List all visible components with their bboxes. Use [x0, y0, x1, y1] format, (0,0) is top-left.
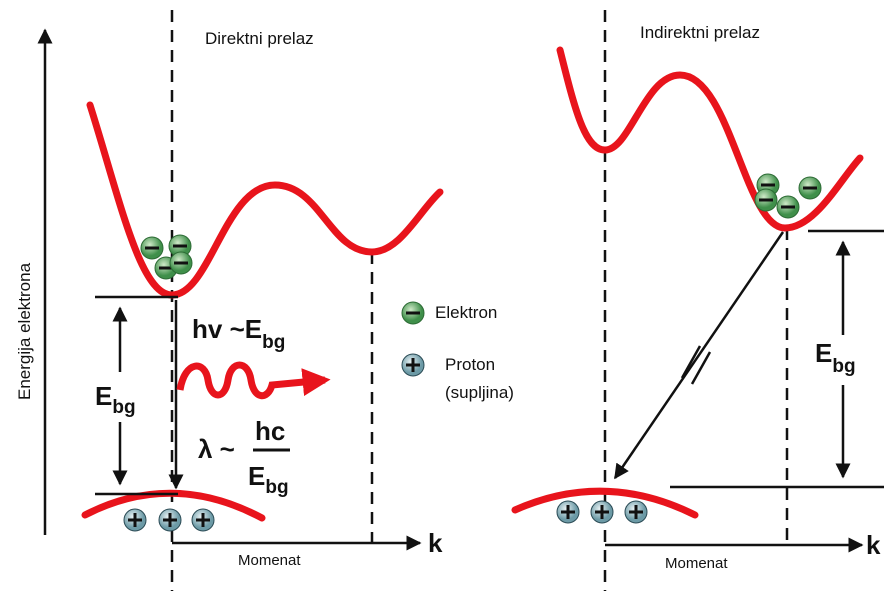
- gap-sub: bg: [832, 356, 855, 377]
- den-main: E: [248, 461, 265, 491]
- photon-label: hv ~Ebg: [192, 314, 285, 353]
- axis-end: k: [866, 530, 881, 560]
- gap-main: E: [815, 338, 832, 368]
- y-axis-label: Energija elektrona: [15, 262, 34, 400]
- left-panel: Energija elektrona Direktni prelaz k Mom…: [15, 10, 444, 591]
- legend-proton-note: (supljina): [445, 383, 514, 402]
- legend: Elektron Proton (supljina): [401, 301, 514, 402]
- wavelength-numerator: hc: [255, 416, 285, 446]
- break-mark: [690, 351, 712, 385]
- gap-sub: bg: [112, 397, 135, 418]
- photon-wave: [176, 361, 331, 400]
- photon-sub: bg: [262, 332, 285, 353]
- break-mark: [680, 345, 702, 379]
- indirect-transition: [613, 231, 785, 480]
- panel-title: Direktni prelaz: [205, 29, 314, 48]
- gap-label: Ebg: [815, 338, 856, 377]
- x-axis-label: Momenat: [665, 555, 728, 572]
- gap-main: E: [95, 381, 112, 411]
- right-panel: Indirektni prelaz k Momenat Ebg: [511, 10, 884, 591]
- panel-title: Indirektni prelaz: [640, 23, 760, 42]
- x-axis-label: Momenat: [238, 552, 301, 569]
- den-sub: bg: [265, 477, 288, 498]
- legend-electron: Elektron: [435, 303, 497, 322]
- photon-main: hv ~E: [192, 314, 262, 344]
- axis-end: k: [428, 528, 443, 558]
- wavelength-denominator: Ebg: [248, 461, 289, 498]
- conduction-band: [86, 101, 444, 299]
- conduction-band: [556, 46, 864, 232]
- legend-proton: Proton: [445, 355, 495, 374]
- wavelength-prefix: λ ~: [198, 434, 235, 464]
- valence-band: [511, 487, 699, 519]
- gap-label: Ebg: [95, 381, 136, 418]
